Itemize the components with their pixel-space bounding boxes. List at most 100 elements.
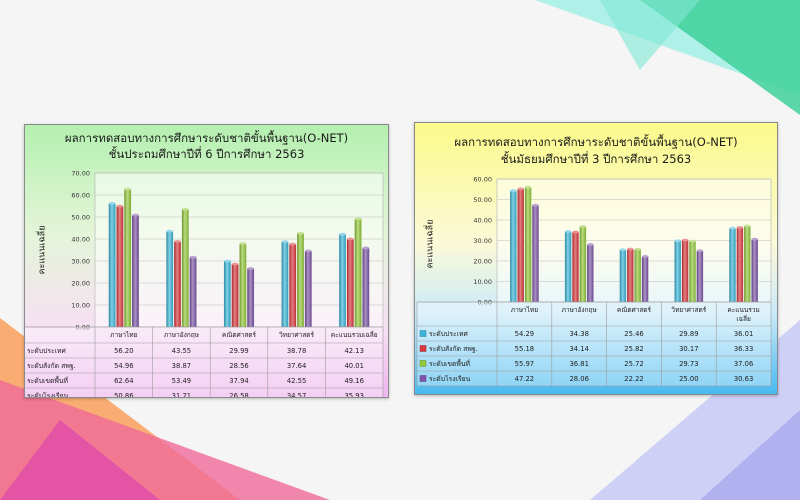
x-tick-label: ภาษาอังกฤษ <box>164 331 200 339</box>
bar <box>579 226 587 302</box>
data-label: 28.56 <box>229 362 248 370</box>
x-tick-label: ภาษาไทย <box>110 331 137 339</box>
data-label: 25.46 <box>624 330 643 338</box>
legend-label: ระดับโรงเรียน <box>429 374 471 383</box>
bar <box>696 250 704 302</box>
bar <box>689 241 696 302</box>
bar-cap <box>517 187 524 191</box>
y-tick-label: 40.00 <box>473 217 492 225</box>
bar-cap <box>627 247 634 251</box>
data-table <box>416 301 772 387</box>
bar-cap <box>681 238 689 242</box>
data-label: 49.16 <box>344 377 363 385</box>
bar-cap <box>532 203 539 207</box>
bar-cap <box>587 243 594 246</box>
legend-label: ระดับเขตพื้นที่ <box>429 358 471 368</box>
bar <box>239 243 247 327</box>
x-tick-label: วิทยาศาสตร์ <box>671 306 707 314</box>
legend-swatch <box>419 375 427 382</box>
bar <box>223 261 231 327</box>
bar-cap <box>744 224 751 228</box>
data-label: 29.99 <box>229 347 248 355</box>
bar <box>281 241 289 327</box>
bar-cap <box>166 229 174 233</box>
x-tick-label: คณิตศาสตร์ <box>617 306 652 314</box>
y-tick-label: 10.00 <box>473 278 492 286</box>
bar <box>634 249 641 302</box>
bar <box>619 249 627 302</box>
legend-label: ระดับสังกัด สพฐ. <box>27 362 76 370</box>
data-label: 54.29 <box>515 330 534 338</box>
bar <box>132 215 139 327</box>
bar-cap <box>223 259 231 263</box>
bar <box>751 239 758 302</box>
data-label: 42.13 <box>344 347 363 355</box>
bar <box>510 190 517 302</box>
data-label: 56.20 <box>114 347 133 355</box>
y-tick-label: 0.00 <box>478 299 492 307</box>
bar-cap <box>239 242 247 245</box>
bar-cap <box>696 249 704 253</box>
y-tick-label: 50.00 <box>71 214 90 222</box>
legend-swatch <box>419 330 427 337</box>
data-label: 54.96 <box>114 362 133 370</box>
bar-cap <box>641 255 649 258</box>
bar-cap <box>634 247 641 251</box>
data-label: 22.22 <box>624 375 643 383</box>
bar-cap <box>354 217 362 221</box>
y-tick-label: 20.00 <box>71 280 90 288</box>
bar-cap <box>108 201 116 205</box>
bar-cap <box>751 237 758 241</box>
bar <box>181 209 189 327</box>
data-label: 30.17 <box>679 345 698 353</box>
bar <box>189 257 197 327</box>
bar-cap <box>281 240 289 244</box>
data-label: 26.58 <box>229 392 248 397</box>
bar <box>627 249 634 302</box>
x-tick-label: วิทยาศาสตร์ <box>279 331 315 339</box>
y-tick-label: 60.00 <box>71 192 90 200</box>
deco-triangle-violet <box>700 410 800 500</box>
bar-cap <box>510 189 517 193</box>
y-tick-label: 50.00 <box>473 196 492 204</box>
bar <box>231 264 239 327</box>
bar-cap <box>124 187 132 191</box>
bar <box>346 238 354 327</box>
y-tick-label: 10.00 <box>71 302 90 310</box>
bar-cap <box>174 240 181 243</box>
bar <box>641 256 649 302</box>
data-label: 34.14 <box>569 345 588 353</box>
bar <box>572 232 579 302</box>
bar-cap <box>247 267 255 270</box>
data-label: 29.73 <box>679 360 698 368</box>
data-label: 37.06 <box>734 360 753 368</box>
bar <box>744 226 751 302</box>
data-label: 38.87 <box>172 362 191 370</box>
chart-svg-primary: 0.00 10.00 20.00 30.00 40.00 50.00 60.00 70.00 ภ… <box>25 170 384 397</box>
bar <box>674 240 681 302</box>
bar <box>736 227 744 302</box>
bar-cap <box>189 255 197 259</box>
y-tick-label: 70.00 <box>71 170 90 178</box>
y-tick-label: 20.00 <box>473 258 492 266</box>
bar-cap <box>572 230 579 234</box>
y-tick-label: 0.00 <box>76 324 90 332</box>
bar <box>116 206 124 327</box>
bar-cap <box>346 237 354 241</box>
bar-cap <box>564 230 572 233</box>
bar-cap <box>132 213 139 217</box>
data-label: 42.55 <box>287 377 306 385</box>
data-label: 29.89 <box>679 330 698 338</box>
bar-cap <box>181 207 189 211</box>
bar <box>362 247 370 327</box>
bar-cap <box>362 246 370 250</box>
data-label: 36.33 <box>734 345 753 353</box>
y-tick-label: 30.00 <box>71 258 90 266</box>
data-table <box>25 326 384 397</box>
x-tick-label: คะแนนรวมเฉลี่ย <box>331 330 378 339</box>
data-label: 31.71 <box>172 392 191 397</box>
x-tick-label: ภาษาอังกฤษ <box>562 306 598 314</box>
bar <box>304 250 312 327</box>
y-tick-label: 60.00 <box>473 176 492 184</box>
data-label: 43.55 <box>172 347 191 355</box>
